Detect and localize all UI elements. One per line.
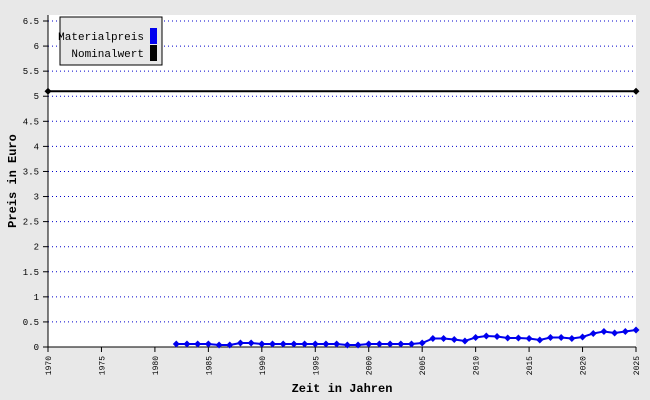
legend-swatch: [150, 28, 157, 44]
y-axis-title: Preis in Euro: [6, 134, 20, 228]
point: [600, 327, 608, 335]
point: [450, 335, 458, 343]
y-tick-label: 2.5: [23, 218, 39, 228]
point: [632, 87, 640, 95]
x-axis-title: Zeit in Jahren: [292, 382, 393, 396]
point: [621, 327, 629, 335]
x-tick-label: 1990: [259, 356, 268, 375]
point: [279, 340, 287, 348]
point: [568, 334, 576, 342]
legend-label: Materialpreis: [58, 32, 144, 44]
point: [397, 340, 405, 348]
point: [632, 326, 640, 334]
point: [343, 341, 351, 349]
x-tick-label: 2020: [580, 356, 589, 375]
point: [183, 340, 191, 348]
point: [536, 336, 544, 344]
point: [172, 340, 180, 348]
y-tick-label: 5.5: [23, 67, 39, 77]
x-tick-label: 2025: [633, 356, 642, 375]
legend-swatch: [150, 45, 157, 61]
y-tick-label: 3: [34, 193, 39, 203]
point: [365, 340, 373, 348]
point: [482, 332, 490, 340]
y-tick-label: 6.5: [23, 17, 39, 27]
x-tick-label: 2010: [473, 356, 482, 375]
x-tick-label: 2000: [366, 356, 375, 375]
point: [407, 340, 415, 348]
point: [546, 333, 554, 341]
point: [611, 329, 619, 337]
y-tick-label: 5: [34, 92, 39, 102]
point: [418, 339, 426, 347]
y-tick-label: 2: [34, 243, 39, 253]
point: [440, 334, 448, 342]
x-tick-label: 1975: [98, 356, 107, 375]
point: [386, 340, 394, 348]
y-tick-label: 0: [34, 343, 39, 353]
y-tick-label: 4.5: [23, 117, 39, 127]
point: [322, 340, 330, 348]
point: [226, 341, 234, 349]
plot-area: [48, 15, 636, 347]
legend-box: [59, 16, 163, 66]
y-tick-label: 6: [34, 42, 39, 52]
y-tick-label: 4: [34, 142, 39, 152]
y-tick-label: 1.5: [23, 268, 39, 278]
point: [504, 334, 512, 342]
point: [247, 339, 255, 347]
x-tick-label: 1995: [312, 356, 321, 375]
point: [258, 340, 266, 348]
point: [557, 333, 565, 341]
point: [375, 340, 383, 348]
point: [354, 341, 362, 349]
x-tick-label: 1980: [152, 356, 161, 375]
x-tick-label: 1970: [45, 356, 54, 375]
point: [194, 340, 202, 348]
point: [429, 334, 437, 342]
point: [589, 329, 597, 337]
x-tick-label: 2005: [419, 356, 428, 375]
point: [236, 339, 244, 347]
point: [290, 340, 298, 348]
point: [44, 87, 52, 95]
point: [311, 340, 319, 348]
point: [525, 334, 533, 342]
legend-label: Nominalwert: [71, 49, 144, 61]
point: [579, 333, 587, 341]
point: [461, 337, 469, 345]
x-tick-label: 2015: [526, 356, 535, 375]
point: [269, 340, 277, 348]
point: [472, 333, 480, 341]
y-tick-label: 0.5: [23, 318, 39, 328]
y-tick-label: 1: [34, 293, 39, 303]
y-tick-label: 3.5: [23, 167, 39, 177]
point: [333, 340, 341, 348]
x-tick-label: 1985: [205, 356, 214, 375]
point: [514, 334, 522, 342]
point: [493, 332, 501, 340]
point: [215, 341, 223, 349]
point: [301, 340, 309, 348]
point: [204, 340, 212, 348]
